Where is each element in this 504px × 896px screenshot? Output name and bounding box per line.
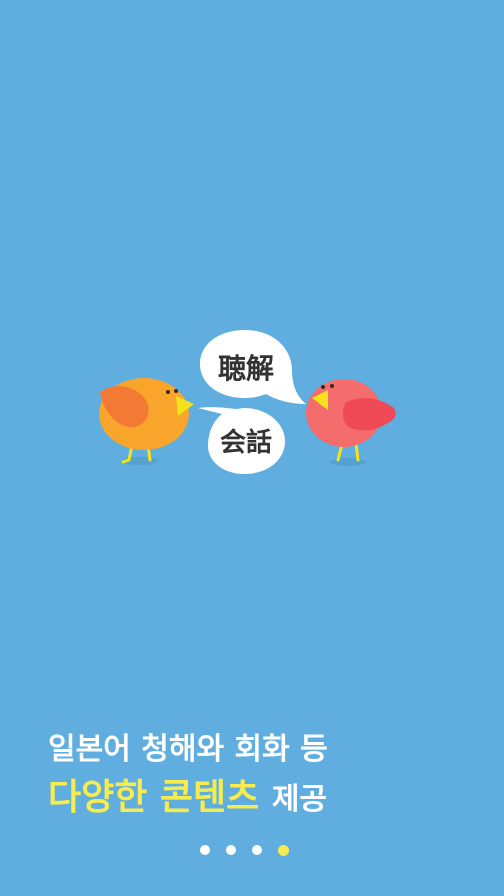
red-bird bbox=[306, 379, 396, 466]
caption-line-1: 일본어 청해와 회화 등 bbox=[48, 732, 328, 767]
caption-highlight: 다양한 콘텐츠 bbox=[48, 777, 260, 818]
bubble-top-text: 聴解 bbox=[218, 352, 274, 385]
page-dot-1[interactable] bbox=[200, 845, 210, 855]
speech-bubble-top: 聴解 bbox=[200, 330, 306, 404]
page-dot-3[interactable] bbox=[252, 845, 262, 855]
bubble-bottom-text: 会話 bbox=[220, 427, 272, 458]
page-dot-2[interactable] bbox=[226, 845, 236, 855]
speech-bubble-bottom: 会話 bbox=[198, 407, 285, 474]
caption-rest: 제공 bbox=[271, 782, 328, 817]
onboarding-caption: 일본어 청해와 회화 등 다양한 콘텐츠 제공 bbox=[48, 730, 468, 824]
page-indicator bbox=[200, 843, 289, 857]
page-dot-4-active[interactable] bbox=[278, 844, 289, 856]
orange-bird bbox=[99, 378, 194, 465]
caption-line-2: 다양한 콘텐츠 제공 bbox=[48, 774, 468, 824]
